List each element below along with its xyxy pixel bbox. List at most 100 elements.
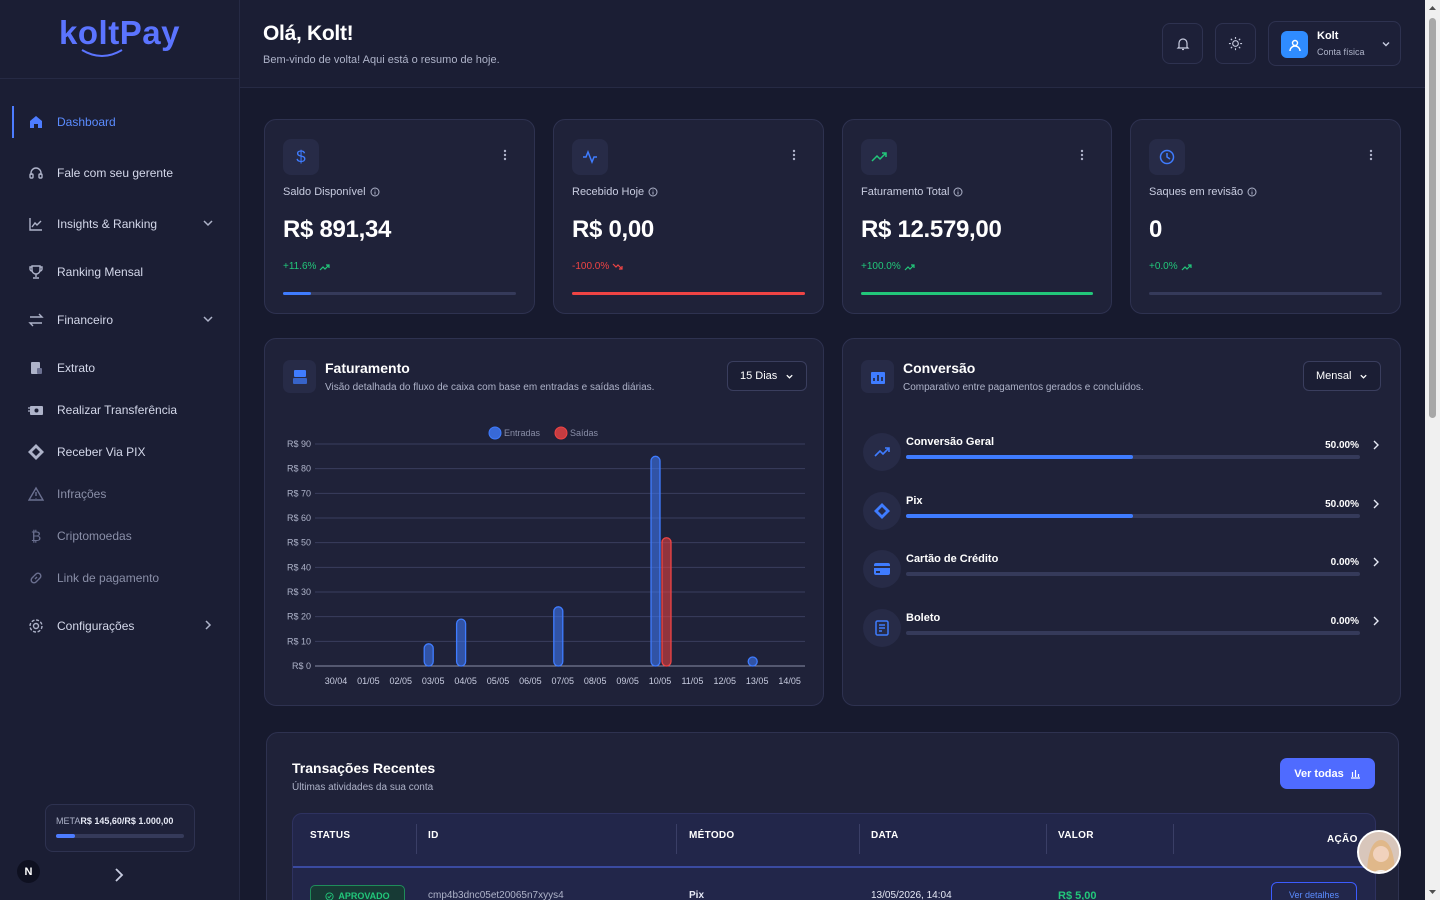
stat-bar (572, 292, 805, 295)
sidebar-expand-icon[interactable] (112, 867, 126, 883)
user-menu[interactable]: Kolt Conta física (1268, 21, 1401, 66)
x-tick-label: 10/05 (649, 676, 672, 686)
conversion-value: 50.00% (1325, 499, 1359, 510)
meta-progress-card: METAR$ 145,60/R$ 1.000,00 (45, 804, 195, 852)
sidebar-item-link[interactable]: Link de pagamento (12, 562, 228, 594)
x-tick-label: 14/05 (778, 676, 801, 686)
stat-bar (861, 292, 1093, 295)
stat-label-text: Saldo Disponível (283, 186, 366, 198)
kebab-menu-icon[interactable] (792, 149, 796, 161)
details-button[interactable]: Ver detalhes (1271, 882, 1357, 900)
chart-bars-icon (861, 360, 894, 393)
stat-change: +11.6% (283, 261, 331, 272)
sidebar-item-configuracoes[interactable]: Configurações (12, 610, 228, 642)
sidebar-item-infracoes[interactable]: Infrações (12, 478, 228, 510)
sidebar-item-extrato[interactable]: Extrato (12, 352, 228, 384)
stat-value: R$ 0,00 (572, 216, 654, 243)
support-chat-avatar[interactable] (1357, 830, 1401, 874)
n-badge[interactable]: N (17, 860, 40, 883)
sidebar-item-financeiro[interactable]: Financeiro (12, 304, 228, 336)
sidebar-item-dashboard[interactable]: Dashboard (12, 106, 228, 138)
range-dropdown[interactable]: 15 Dias (727, 361, 808, 391)
conversion-row-pix[interactable]: Pix 50.00% (863, 492, 1381, 532)
transaction-id: cmp4b3dnc05et20065n7xyys4 (428, 890, 564, 900)
stat-card-recebido: Recebido Hoje R$ 0,00 -100.0% (553, 119, 824, 314)
bell-icon (1176, 37, 1189, 50)
trend-up-icon (904, 263, 915, 270)
sidebar-item-transferencia[interactable]: Realizar Transferência (12, 394, 228, 426)
period-dropdown[interactable]: Mensal (1303, 361, 1382, 391)
column-header-status[interactable]: STATUS (310, 830, 351, 841)
bar-saídas (661, 537, 672, 667)
x-tick-label: 01/05 (357, 676, 380, 686)
pix-icon (863, 492, 901, 530)
scroll-up-arrow-icon[interactable] (1425, 2, 1440, 14)
bitcoin-icon: ₿ (30, 528, 42, 544)
chevron-right-icon (205, 620, 212, 630)
column-divider (859, 824, 860, 854)
user-name: Kolt (1317, 30, 1339, 42)
sidebar-item-insights[interactable]: Insights & Ranking (12, 208, 228, 240)
sidebar-item-label: Insights & Ranking (57, 217, 158, 231)
column-header-data[interactable]: DATA (871, 830, 899, 841)
receipt-icon (27, 359, 45, 377)
kebab-menu-icon[interactable] (503, 149, 507, 161)
status-badge: APROVADO (310, 885, 405, 900)
info-icon[interactable] (648, 187, 658, 197)
view-all-button[interactable]: Ver todas (1280, 758, 1375, 789)
logo-swoosh-icon (81, 49, 123, 57)
transactions-table: STATUS ID MÉTODO DATA VALOR AÇÃO APROVAD… (292, 813, 1377, 900)
sidebar-item-pix[interactable]: Receber Via PIX (12, 436, 228, 468)
info-icon[interactable] (370, 187, 380, 197)
meta-bar-fill (56, 834, 75, 838)
logo[interactable]: koltPay (0, 0, 239, 79)
info-icon[interactable] (953, 187, 963, 197)
kebab-menu-icon[interactable] (1369, 149, 1373, 161)
stat-change-text: -100.0% (572, 261, 610, 272)
stat-value: 0 (1149, 216, 1163, 243)
column-header-id[interactable]: ID (428, 830, 439, 841)
legend-swatch (554, 426, 568, 440)
conversion-row-geral[interactable]: Conversão Geral 50.00% (863, 433, 1381, 473)
page-scrollbar[interactable] (1425, 0, 1440, 900)
conversion-label: Cartão de Crédito (906, 553, 999, 565)
warning-icon (27, 485, 45, 503)
sidebar-item-ranking[interactable]: Ranking Mensal (12, 256, 228, 288)
sidebar-item-label: Criptomoedas (57, 529, 132, 543)
chevron-down-icon (786, 374, 793, 379)
conversion-label: Pix (906, 495, 923, 507)
y-tick-label: R$ 40 (287, 562, 311, 572)
kebab-menu-icon[interactable] (1080, 149, 1084, 161)
stat-bar-fill (861, 292, 1093, 295)
conversion-row-boleto[interactable]: Boleto 0.00% (863, 609, 1381, 649)
notifications-button[interactable] (1162, 23, 1203, 64)
column-header-acao: AÇÃO (1327, 834, 1358, 845)
sidebar-item-gerente[interactable]: Fale com seu gerente (12, 157, 228, 189)
range-dropdown-value: 15 Dias (740, 370, 778, 382)
theme-toggle-button[interactable] (1215, 23, 1256, 64)
trend-up-icon (320, 263, 331, 270)
sidebar-item-cripto[interactable]: ₿ Criptomoedas (12, 520, 228, 552)
scroll-down-arrow-icon[interactable] (1425, 886, 1440, 898)
stat-label: Faturamento Total (861, 186, 963, 198)
dollar-icon: $ (283, 139, 319, 175)
conversion-label: Conversão Geral (906, 436, 995, 448)
chevron-down-icon (203, 220, 213, 227)
conversion-bar (906, 455, 1360, 459)
y-tick-label: R$ 0 (292, 661, 311, 671)
bar-entradas (455, 618, 467, 667)
top-header: Olá, Kolt! Bem-vindo de volta! Aqui está… (240, 0, 1425, 88)
cash-register-icon (283, 360, 316, 393)
chevron-right-icon (1373, 499, 1379, 509)
y-tick-label: R$ 80 (287, 464, 311, 474)
stat-change: -100.0% (572, 261, 623, 272)
link-icon (27, 569, 45, 587)
y-tick-label: R$ 10 (287, 636, 311, 646)
info-icon[interactable] (1247, 187, 1257, 197)
scrollbar-thumb[interactable] (1429, 18, 1436, 418)
sidebar-item-label: Fale com seu gerente (57, 166, 174, 180)
column-header-valor[interactable]: VALOR (1058, 830, 1094, 841)
stat-change-text: +11.6% (283, 261, 317, 272)
column-header-metodo[interactable]: MÉTODO (689, 830, 735, 841)
conversion-row-cartao[interactable]: Cartão de Crédito 0.00% (863, 550, 1381, 590)
